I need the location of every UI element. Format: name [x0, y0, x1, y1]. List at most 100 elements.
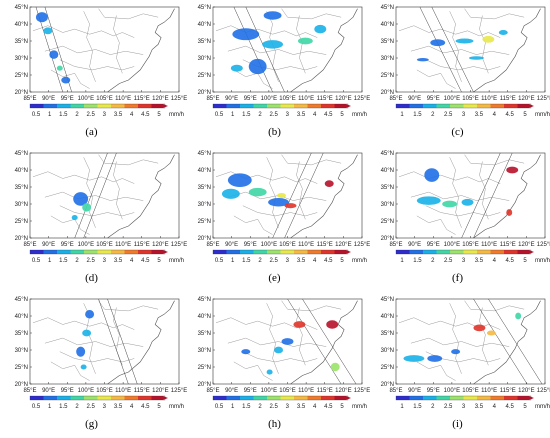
- longitude-label: 120°E: [335, 388, 351, 394]
- colorbar-tick-label: 4.5: [141, 112, 150, 118]
- colorbar-tick-label: 0.5: [32, 112, 41, 118]
- province-border: [227, 337, 327, 347]
- colorbar-segment: [409, 104, 424, 108]
- longitude-label: 110°E: [481, 96, 497, 102]
- longitude-label: 90°E: [408, 242, 421, 248]
- province-border: [398, 317, 501, 330]
- longitude-label: 85°E: [23, 242, 36, 248]
- map-panel: 45°N 40°N 35°N 30°N 25°N 20°N 85°E 90°E 95°E 100°…: [0, 0, 188, 146]
- colorbar-tick-label: 3.5: [475, 112, 484, 118]
- panel-label: (h): [268, 418, 281, 430]
- colorbar-segment: [294, 396, 308, 400]
- colorbar-segment: [226, 104, 241, 108]
- latitude-label: 45°N: [198, 151, 211, 157]
- longitude-label: 90°E: [42, 388, 55, 394]
- colorbar-segment: [307, 104, 322, 108]
- province-border: [44, 191, 144, 201]
- longitude-label: 85°E: [389, 96, 402, 102]
- province-border: [449, 11, 462, 82]
- latitude-label: 30°N: [198, 348, 211, 354]
- colorbar-tick-label: 5: [523, 112, 527, 118]
- province-border: [59, 351, 135, 363]
- colorbar-arrow: [163, 250, 168, 254]
- precipitation-patch: [49, 50, 59, 59]
- colorbar-segment: [504, 250, 518, 254]
- colorbar-segment: [334, 104, 346, 108]
- colorbar-tick-label: 1.5: [242, 258, 251, 264]
- precipitation-patch: [330, 362, 340, 372]
- colorbar-tick-label: 4: [313, 112, 317, 118]
- colorbar-segment: [124, 104, 139, 108]
- colorbar-segment: [57, 104, 71, 108]
- precipitation-patch: [482, 35, 495, 43]
- colorbar-segment: [84, 396, 98, 400]
- province-border: [113, 161, 123, 220]
- colorbar-tick-label: 5: [157, 258, 161, 264]
- colorbar-segment: [253, 104, 268, 108]
- colorbar-segment: [240, 250, 254, 254]
- colorbar-tick-label: 4: [130, 404, 134, 410]
- latitude-label: 25°N: [15, 73, 28, 79]
- longitude-label: 115°E: [134, 96, 150, 102]
- satellite-swath-line: [461, 152, 501, 239]
- map-frame: [29, 152, 180, 239]
- colorbar-segment: [409, 396, 424, 400]
- colorbar-tick-label: 4: [493, 112, 497, 118]
- latitude-label: 20°N: [198, 236, 211, 242]
- colorbar-frame: [212, 249, 349, 255]
- satellite-swath-line: [473, 152, 513, 239]
- panel-label: (a): [85, 126, 98, 138]
- longitude-label: 100°E: [78, 242, 94, 248]
- precipitation-patch: [61, 76, 71, 84]
- colorbar-segment: [334, 250, 346, 254]
- province-border: [281, 154, 342, 166]
- latitude-label: 20°N: [381, 236, 394, 242]
- precipitation-patch: [277, 192, 287, 199]
- satellite-swath-line: [233, 6, 273, 93]
- latitude-label: 25°N: [15, 365, 28, 371]
- precipitation-patch: [35, 12, 48, 23]
- colorbar-segment: [138, 250, 152, 254]
- longitude-label: 120°E: [518, 242, 534, 248]
- satellite-swath-line: [107, 298, 138, 385]
- latitude-label: 35°N: [198, 185, 211, 191]
- latitude-label: 30°N: [381, 56, 394, 62]
- colorbar-segment: [463, 104, 478, 108]
- colorbar-tick-label: 1.5: [59, 112, 68, 118]
- colorbar-frame: [29, 395, 166, 401]
- province-border: [410, 45, 510, 55]
- latitude-label: 40°N: [381, 314, 394, 320]
- colorbar-tick-label: 4: [130, 112, 134, 118]
- province-border: [98, 154, 159, 166]
- colorbar-segment: [490, 104, 505, 108]
- colorbar-segment: [111, 250, 125, 254]
- map-svg: 45°N 40°N 35°N 30°N 25°N 20°N85°E 90°E 95°E 100°…: [381, 5, 550, 118]
- precipitation-patch: [506, 166, 519, 174]
- colorbar-segment: [30, 250, 44, 254]
- province-border: [233, 361, 273, 381]
- colorbar-segment: [280, 104, 295, 108]
- map-svg: 45°N 40°N 35°N 30°N 25°N 20°N85°E 90°E 95°E 100°…: [198, 297, 371, 410]
- latitude-label: 25°N: [198, 365, 211, 371]
- colorbar-arrow: [346, 396, 351, 400]
- map-svg: 45°N 40°N 35°N 30°N 25°N 20°N85°E 90°E 95°E 100°…: [198, 151, 371, 264]
- longitude-label: 110°E: [298, 388, 314, 394]
- coastline: [107, 300, 175, 385]
- province-border: [425, 59, 501, 71]
- colorbar-tick-label: 2: [75, 404, 79, 410]
- colorbar-segment: [124, 396, 139, 400]
- precipitation-patch: [71, 215, 78, 221]
- colorbar-tick-label: 4.5: [141, 404, 150, 410]
- longitude-label: 120°E: [335, 242, 351, 248]
- colorbar-segment: [84, 104, 98, 108]
- longitude-label: 105°E: [279, 96, 295, 102]
- colorbar-tick-label: 1.5: [413, 112, 422, 118]
- latitude-label: 30°N: [15, 348, 28, 354]
- longitude-label: 105°E: [279, 388, 295, 394]
- map-svg: 45°N 40°N 35°N 30°N 25°N 20°N85°E 90°E 95°E 100°…: [381, 151, 550, 264]
- precipitation-patch: [221, 188, 240, 199]
- colorbar-segment: [226, 396, 241, 400]
- colorbar-tick-label: 1: [48, 404, 52, 410]
- coastline: [107, 8, 175, 93]
- map-svg: 45°N 40°N 35°N 30°N 25°N 20°N85°E 90°E 95°E 100°…: [15, 151, 188, 264]
